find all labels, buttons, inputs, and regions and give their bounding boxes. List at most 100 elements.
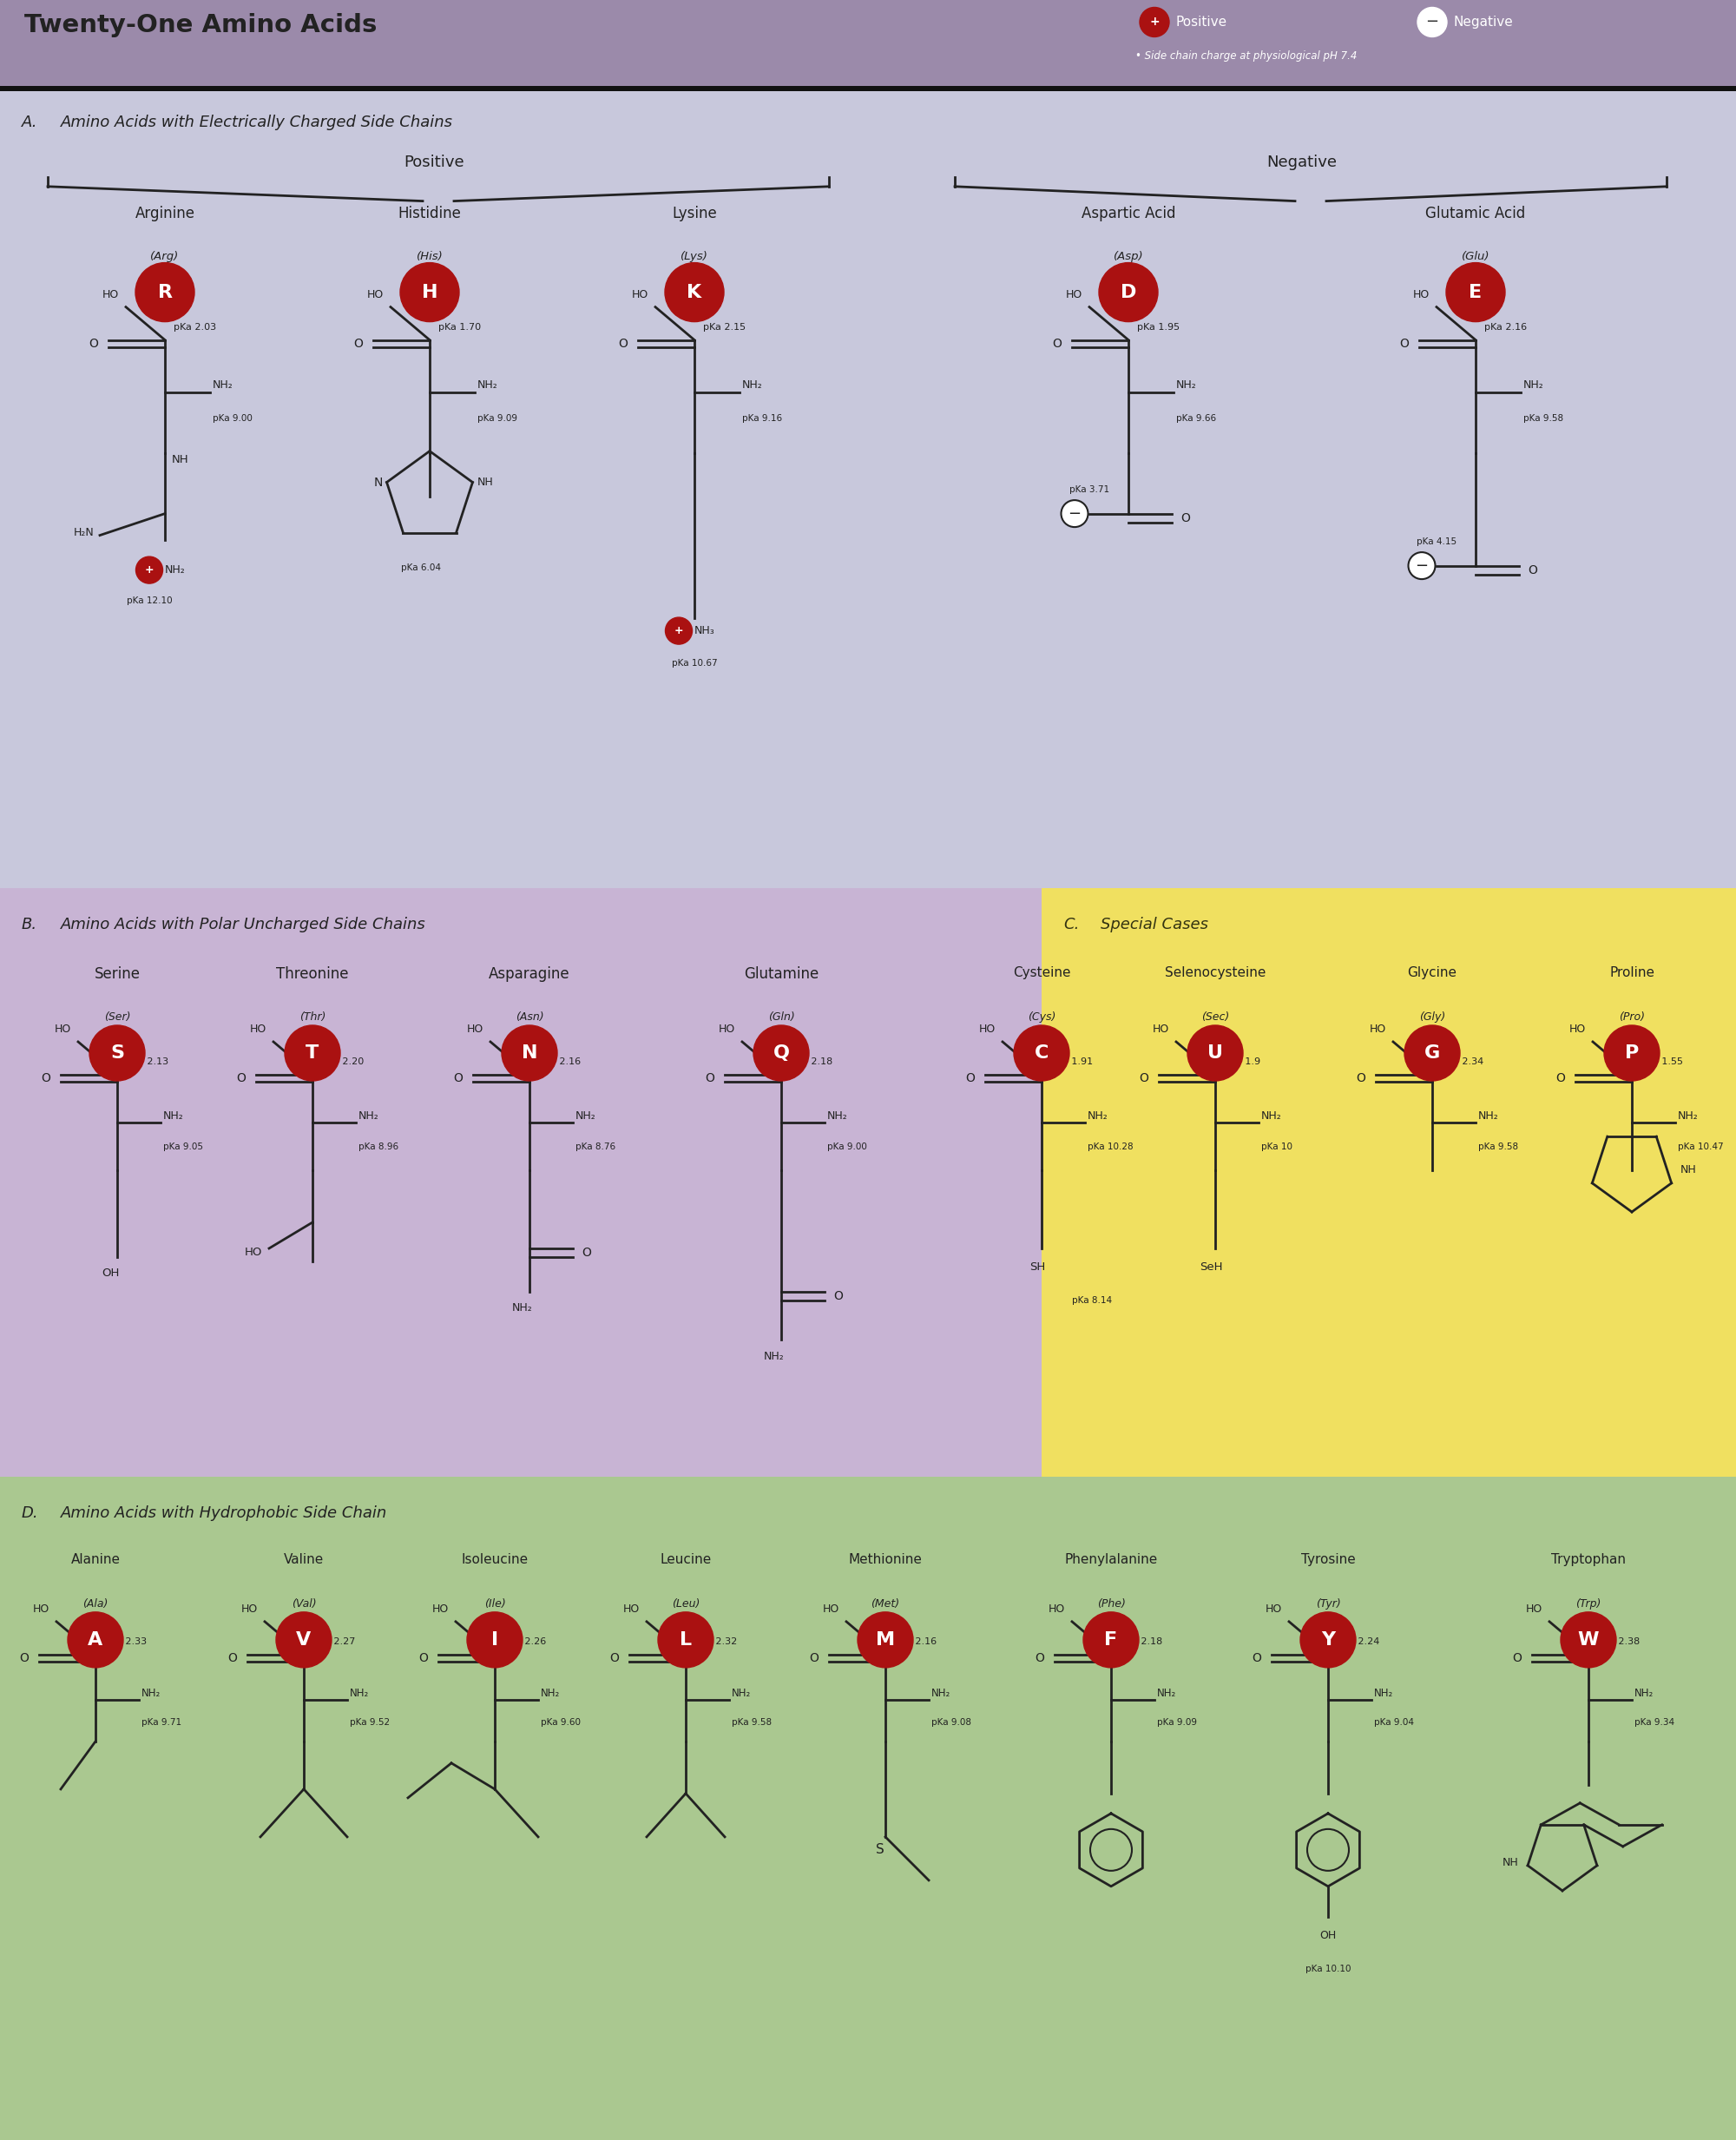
Circle shape (68, 1611, 123, 1667)
Circle shape (1417, 6, 1448, 36)
Text: NH₂: NH₂ (165, 565, 186, 576)
Text: Negative: Negative (1267, 154, 1337, 169)
Text: pKa 9.52: pKa 9.52 (351, 1718, 391, 1727)
Text: pKa 1.9: pKa 1.9 (1224, 1057, 1260, 1066)
Text: Arginine: Arginine (135, 205, 194, 220)
Text: Twenty-One Amino Acids: Twenty-One Amino Acids (24, 13, 377, 39)
Circle shape (467, 1611, 523, 1667)
Text: pKa 2.27: pKa 2.27 (312, 1637, 356, 1646)
Text: (Ser): (Ser) (104, 1012, 130, 1023)
Text: pKa 10.28: pKa 10.28 (1087, 1143, 1134, 1151)
Text: +: + (1149, 15, 1160, 28)
Text: Valine: Valine (283, 1554, 325, 1566)
Text: W: W (1578, 1631, 1599, 1648)
Circle shape (1408, 552, 1436, 580)
Text: Aspartic Acid: Aspartic Acid (1082, 205, 1175, 220)
Circle shape (1187, 1025, 1243, 1081)
Text: P: P (1625, 1044, 1639, 1061)
Text: pKa 9.66: pKa 9.66 (1177, 413, 1217, 422)
Text: pKa 9.16: pKa 9.16 (743, 413, 783, 422)
Text: HO: HO (979, 1023, 996, 1036)
Text: (His): (His) (417, 250, 443, 261)
Text: O: O (965, 1072, 974, 1085)
Text: HO: HO (54, 1023, 71, 1036)
Text: Tyrosine: Tyrosine (1300, 1554, 1356, 1566)
Text: S: S (877, 1843, 884, 1855)
Text: −: − (1425, 15, 1439, 30)
Text: NH₃: NH₃ (694, 625, 715, 636)
Text: pKa 2.38: pKa 2.38 (1597, 1637, 1641, 1646)
Text: pKa 2.16: pKa 2.16 (1484, 323, 1528, 332)
Circle shape (90, 1025, 146, 1081)
Text: (Met): (Met) (871, 1599, 899, 1609)
Text: pKa 2.20: pKa 2.20 (321, 1057, 365, 1066)
Text: Tryptophan: Tryptophan (1552, 1554, 1625, 1566)
Text: HO: HO (432, 1603, 448, 1616)
Text: O: O (227, 1652, 236, 1665)
Text: Cysteine: Cysteine (1012, 967, 1071, 980)
Text: pKa 8.96: pKa 8.96 (359, 1143, 399, 1151)
Text: Positive: Positive (404, 154, 464, 169)
Text: SeH: SeH (1200, 1260, 1222, 1273)
Text: pKa 2.34: pKa 2.34 (1441, 1057, 1484, 1066)
Bar (1042, 888, 1736, 1477)
Text: O: O (705, 1072, 715, 1085)
Text: pKa 1.91: pKa 1.91 (1050, 1057, 1094, 1066)
Bar (0, 0, 1736, 86)
Text: O: O (618, 338, 628, 349)
Text: O: O (418, 1652, 429, 1665)
Text: O: O (89, 338, 97, 349)
Text: NH₂: NH₂ (1524, 379, 1543, 392)
Text: pKa 2.03: pKa 2.03 (174, 323, 217, 332)
Circle shape (285, 1025, 340, 1081)
Text: (Thr): (Thr) (299, 1012, 326, 1023)
Text: pKa 2.32: pKa 2.32 (694, 1637, 738, 1646)
Text: pKa 1.95: pKa 1.95 (1137, 323, 1180, 332)
Text: O: O (1512, 1652, 1521, 1665)
Text: pKa 10.10: pKa 10.10 (1305, 1965, 1351, 1973)
Text: NH₂: NH₂ (733, 1688, 752, 1699)
Text: S: S (111, 1044, 125, 1061)
Text: NH₂: NH₂ (1156, 1688, 1177, 1699)
Text: pKa 2.18: pKa 2.18 (1120, 1637, 1163, 1646)
Text: pKa 9.09: pKa 9.09 (1156, 1718, 1198, 1727)
Circle shape (135, 263, 194, 321)
Text: HO: HO (245, 1248, 262, 1258)
Text: N: N (521, 1044, 538, 1061)
Text: NH₂: NH₂ (1177, 379, 1196, 392)
Text: pKa 8.14: pKa 8.14 (1073, 1297, 1113, 1305)
Text: pKa 2.33: pKa 2.33 (104, 1637, 148, 1646)
Circle shape (399, 263, 458, 321)
Text: (Phe): (Phe) (1097, 1599, 1125, 1609)
Circle shape (1099, 263, 1158, 321)
Text: • Side chain charge at physiological pH 7.4: • Side chain charge at physiological pH … (1135, 51, 1358, 62)
Text: Selenocysteine: Selenocysteine (1165, 967, 1266, 980)
Text: Isoleucine: Isoleucine (462, 1554, 528, 1566)
Text: OH: OH (101, 1267, 120, 1280)
Text: Glutamine: Glutamine (743, 967, 819, 982)
Text: O: O (1139, 1072, 1147, 1085)
Text: Q: Q (773, 1044, 790, 1061)
Text: F: F (1104, 1631, 1118, 1648)
Text: HO: HO (823, 1603, 840, 1616)
Text: (Asn): (Asn) (516, 1012, 543, 1023)
Text: pKa 9.71: pKa 9.71 (142, 1718, 182, 1727)
Text: pKa 10.47: pKa 10.47 (1679, 1143, 1724, 1151)
Text: SH: SH (1029, 1260, 1045, 1273)
Text: NH₂: NH₂ (142, 1688, 161, 1699)
Text: O: O (582, 1248, 590, 1258)
Text: NH₂: NH₂ (764, 1350, 785, 1363)
Text: O: O (354, 338, 363, 349)
Text: pKa 1.70: pKa 1.70 (437, 323, 481, 332)
Text: pKa 10.67: pKa 10.67 (672, 659, 717, 668)
Text: O: O (42, 1072, 50, 1085)
Text: HO: HO (33, 1603, 50, 1616)
Text: (Arg): (Arg) (151, 250, 179, 261)
Text: O: O (609, 1652, 620, 1665)
Text: NH₂: NH₂ (1260, 1111, 1281, 1121)
Circle shape (276, 1611, 332, 1667)
Text: Serine: Serine (94, 967, 141, 982)
Text: (Lys): (Lys) (681, 250, 708, 261)
Text: Proline: Proline (1609, 967, 1654, 980)
Text: pKa 10: pKa 10 (1260, 1143, 1292, 1151)
